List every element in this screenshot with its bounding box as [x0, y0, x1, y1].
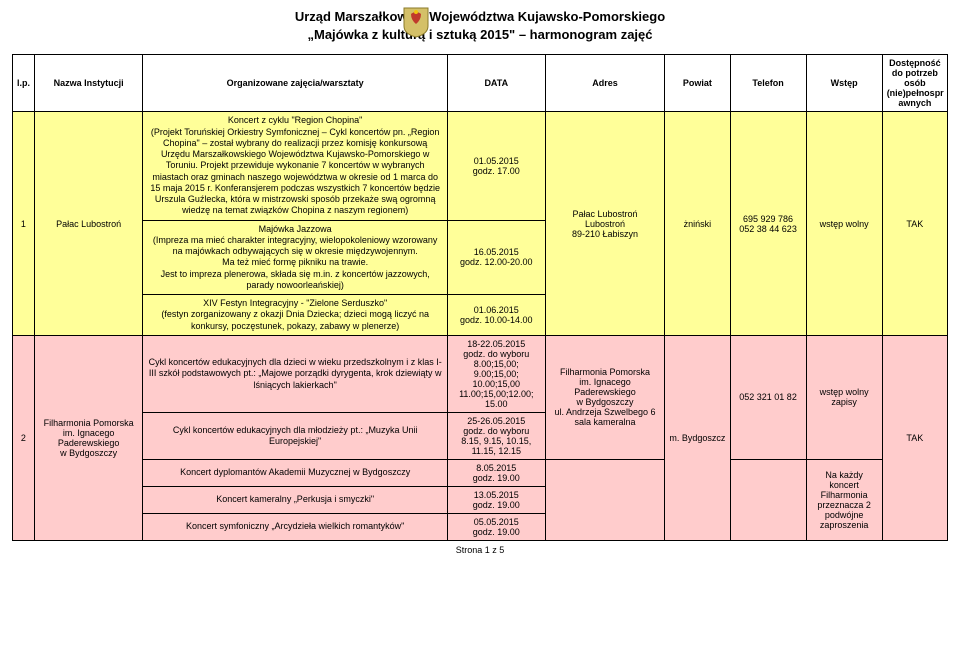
col-data: DATA — [447, 55, 545, 112]
cell-data: 16.05.2015 godz. 12.00-20.00 — [447, 220, 545, 295]
cell-tel — [730, 459, 806, 540]
cell-wstep: wstęp wolny zapisy — [806, 335, 882, 459]
cell-data: 8.05.2015 godz. 19.00 — [447, 459, 545, 486]
cell-data: 13.05.2015 godz. 19.00 — [447, 486, 545, 513]
col-powiat: Powiat — [665, 55, 730, 112]
cell-lp: 1 — [13, 112, 35, 336]
cell-org: XIV Festyn Integracyjny - "Zielone Serdu… — [143, 295, 447, 336]
col-wstep: Wstęp — [806, 55, 882, 112]
cell-tel: 052 321 01 82 — [730, 335, 806, 459]
table-header-row: l.p. Nazwa Instytucji Organizowane zajęc… — [13, 55, 948, 112]
table-row: 1 Pałac Lubostroń Koncert z cyklu "Regio… — [13, 112, 948, 220]
cell-tel: 695 929 786 052 38 44 623 — [730, 112, 806, 336]
cell-adres: Pałac Lubostroń Lubostroń 89-210 Łabiszy… — [545, 112, 665, 336]
cell-wstep: wstęp wolny — [806, 112, 882, 336]
cell-dost: TAK — [882, 112, 947, 336]
cell-org: Majówka Jazzowa (Impreza ma mieć charakt… — [143, 220, 447, 295]
table-row: 2 Filharmonia Pomorska im. Ignacego Pade… — [13, 335, 948, 412]
col-inst: Nazwa Instytucji — [34, 55, 143, 112]
page-header: Urząd Marszałkowski Województwa Kujawsko… — [12, 8, 948, 44]
cell-inst: Pałac Lubostroń — [34, 112, 143, 336]
cell-org: Koncert kameralny „Perkusja i smyczki" — [143, 486, 447, 513]
col-lp: l.p. — [13, 55, 35, 112]
cell-powiat: m. Bydgoszcz — [665, 335, 730, 540]
cell-org: Koncert z cyklu "Region Chopina" (Projek… — [143, 112, 447, 220]
col-org: Organizowane zajęcia/warsztaty — [143, 55, 447, 112]
cell-data: 18-22.05.2015 godz. do wyboru 8.00;15,00… — [447, 335, 545, 412]
cell-org: Koncert symfoniczny „Arcydzieła wielkich… — [143, 513, 447, 540]
cell-dost: TAK — [882, 335, 947, 540]
cell-data: 05.05.2015 godz. 19.00 — [447, 513, 545, 540]
cell-org: Koncert dyplomantów Akademii Muzycznej w… — [143, 459, 447, 486]
table-row: Koncert dyplomantów Akademii Muzycznej w… — [13, 459, 948, 486]
header-line1: Urząd Marszałkowski Województwa Kujawsko… — [295, 9, 665, 24]
header-line2: „Majówka z kulturą i sztuką 2015" – harm… — [307, 27, 652, 42]
cell-adres — [545, 459, 665, 540]
cell-data: 01.05.2015 godz. 17.00 — [447, 112, 545, 220]
cell-data: 25-26.05.2015 godz. do wyboru 8.15, 9.15… — [447, 412, 545, 459]
cell-inst: Filharmonia Pomorska im. Ignacego Padere… — [34, 335, 143, 540]
schedule-table: l.p. Nazwa Instytucji Organizowane zajęc… — [12, 54, 948, 541]
col-dost: Dostępność do potrzeb osób (nie)pełnospr… — [882, 55, 947, 112]
crest-icon — [402, 6, 430, 38]
page-footer: Strona 1 z 5 — [12, 545, 948, 555]
cell-powiat: żniński — [665, 112, 730, 336]
col-adres: Adres — [545, 55, 665, 112]
col-tel: Telefon — [730, 55, 806, 112]
cell-lp: 2 — [13, 335, 35, 540]
cell-data: 01.06.2015 godz. 10.00-14.00 — [447, 295, 545, 336]
cell-org: Cykl koncertów edukacyjnych dla dzieci w… — [143, 335, 447, 412]
cell-wstep: Na każdy koncert Filharmonia przeznacza … — [806, 459, 882, 540]
cell-adres: Filharmonia Pomorska im. Ignacego Padere… — [545, 335, 665, 459]
cell-org: Cykl koncertów edukacyjnych dla młodzież… — [143, 412, 447, 459]
